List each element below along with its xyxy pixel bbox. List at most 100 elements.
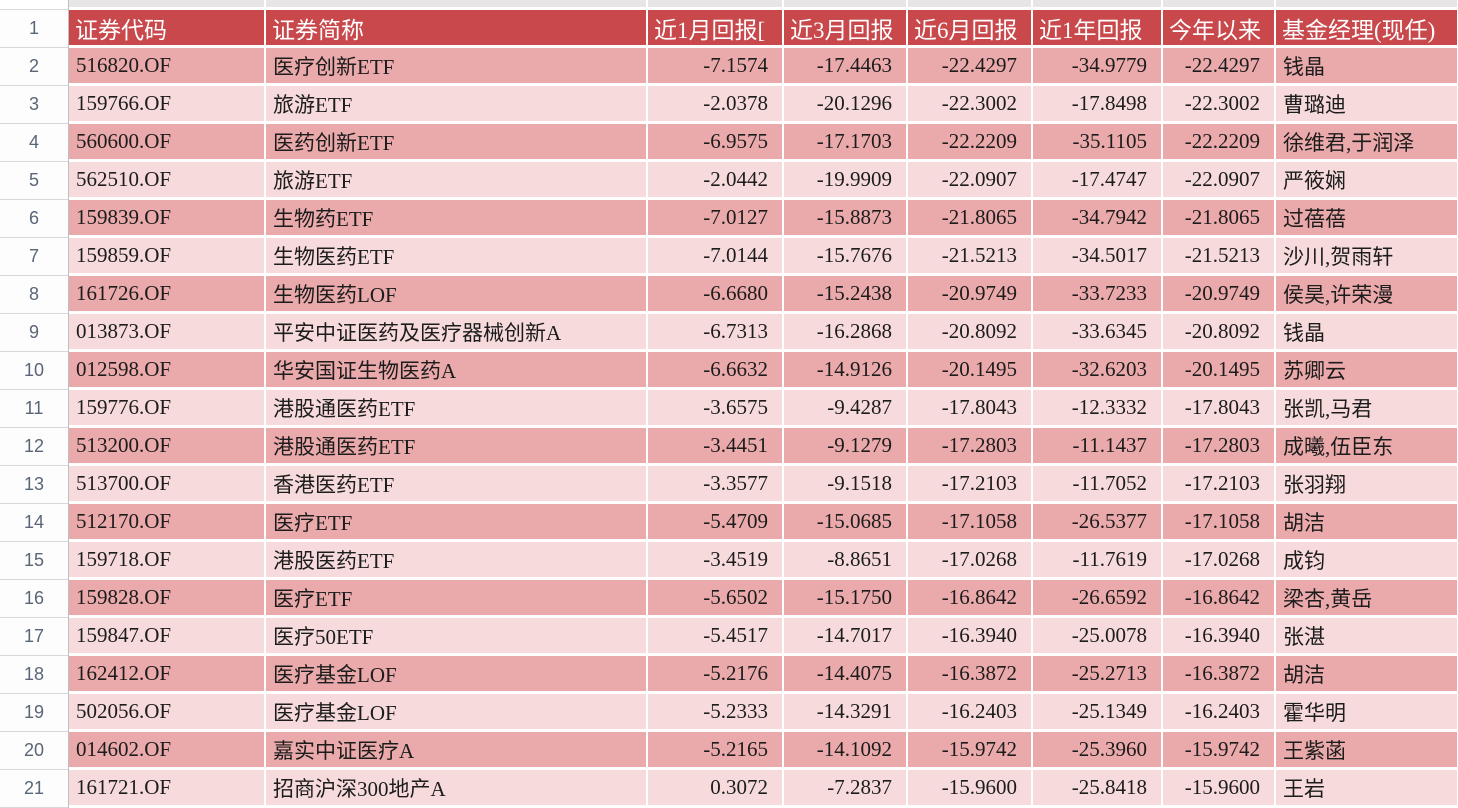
- cell-r6m[interactable]: -22.4297: [908, 48, 1031, 83]
- cell-ytd[interactable]: -20.8092: [1163, 314, 1274, 349]
- cell-r6m[interactable]: -17.2803: [908, 428, 1031, 463]
- row-header[interactable]: 18: [0, 656, 68, 694]
- cell-code[interactable]: 159718.OF: [69, 542, 264, 577]
- column-header-code[interactable]: 证券代码: [69, 10, 264, 45]
- cell-code[interactable]: 159776.OF: [69, 390, 264, 425]
- cell-code[interactable]: 013873.OF: [69, 314, 264, 349]
- cell-code[interactable]: 161721.OF: [69, 770, 264, 805]
- cell-manager[interactable]: 王岩: [1276, 770, 1457, 805]
- cell-r1m[interactable]: -6.6680: [648, 276, 782, 311]
- cell-ytd[interactable]: -17.8043: [1163, 390, 1274, 425]
- cell-r3m[interactable]: -15.2438: [784, 276, 906, 311]
- row-header[interactable]: 1: [0, 10, 68, 48]
- cell-r1y[interactable]: -26.5377: [1033, 504, 1161, 539]
- cell-r1y[interactable]: -25.8418: [1033, 770, 1161, 805]
- cell-name[interactable]: 医疗ETF: [266, 580, 646, 615]
- cell-name[interactable]: 生物医药LOF: [266, 276, 646, 311]
- cell-r6m[interactable]: -17.0268: [908, 542, 1031, 577]
- cell-name[interactable]: 华安国证生物医药A: [266, 352, 646, 387]
- row-header[interactable]: 14: [0, 504, 68, 542]
- cell-r6m[interactable]: -15.9742: [908, 732, 1031, 767]
- cell-name[interactable]: 港股通医药ETF: [266, 428, 646, 463]
- row-header[interactable]: 16: [0, 580, 68, 618]
- cell-r6m[interactable]: -17.8043: [908, 390, 1031, 425]
- column-header-manager[interactable]: 基金经理(现任): [1276, 10, 1457, 45]
- cell-r6m[interactable]: -15.9600: [908, 770, 1031, 805]
- cell-r3m[interactable]: -14.9126: [784, 352, 906, 387]
- cell-code[interactable]: 512170.OF: [69, 504, 264, 539]
- row-header[interactable]: 11: [0, 390, 68, 428]
- cell-r1y[interactable]: -12.3332: [1033, 390, 1161, 425]
- cell-code[interactable]: 159828.OF: [69, 580, 264, 615]
- cell-r3m[interactable]: -14.7017: [784, 618, 906, 653]
- row-header[interactable]: 2: [0, 48, 68, 86]
- cell-name[interactable]: 嘉实中证医疗A: [266, 732, 646, 767]
- cell-r1m[interactable]: -3.3577: [648, 466, 782, 501]
- cell-manager[interactable]: 钱晶: [1276, 314, 1457, 349]
- cell-manager[interactable]: 张湛: [1276, 618, 1457, 653]
- cell-r3m[interactable]: -15.7676: [784, 238, 906, 273]
- cell-manager[interactable]: 成钧: [1276, 542, 1457, 577]
- row-header[interactable]: 17: [0, 618, 68, 656]
- cell-ytd[interactable]: -17.2803: [1163, 428, 1274, 463]
- cell-r6m[interactable]: -21.5213: [908, 238, 1031, 273]
- cell-r6m[interactable]: -20.9749: [908, 276, 1031, 311]
- cell-ytd[interactable]: -17.0268: [1163, 542, 1274, 577]
- cell-r3m[interactable]: -8.8651: [784, 542, 906, 577]
- cell-r6m[interactable]: -16.2403: [908, 694, 1031, 729]
- cell-ytd[interactable]: -17.1058: [1163, 504, 1274, 539]
- row-header[interactable]: 8: [0, 276, 68, 314]
- row-header[interactable]: 7: [0, 238, 68, 276]
- cell-manager[interactable]: 严筱娴: [1276, 162, 1457, 197]
- row-header[interactable]: 13: [0, 466, 68, 504]
- cell-r1m[interactable]: -3.4519: [648, 542, 782, 577]
- column-header-r1m[interactable]: 近1月回报[: [648, 10, 782, 45]
- cell-r1y[interactable]: -25.3960: [1033, 732, 1161, 767]
- cell-r1y[interactable]: -25.2713: [1033, 656, 1161, 691]
- row-header[interactable]: 12: [0, 428, 68, 466]
- cell-ytd[interactable]: -15.9600: [1163, 770, 1274, 805]
- cell-r1m[interactable]: -3.6575: [648, 390, 782, 425]
- cell-ytd[interactable]: -21.8065: [1163, 200, 1274, 235]
- cell-name[interactable]: 港股医药ETF: [266, 542, 646, 577]
- cell-code[interactable]: 513200.OF: [69, 428, 264, 463]
- column-header-r1y[interactable]: 近1年回报: [1033, 10, 1161, 45]
- cell-r6m[interactable]: -16.8642: [908, 580, 1031, 615]
- cell-r3m[interactable]: -15.1750: [784, 580, 906, 615]
- cell-r6m[interactable]: -21.8065: [908, 200, 1031, 235]
- cell-manager[interactable]: 霍华明: [1276, 694, 1457, 729]
- cell-name[interactable]: 生物药ETF: [266, 200, 646, 235]
- cell-r1y[interactable]: -26.6592: [1033, 580, 1161, 615]
- cell-code[interactable]: 560600.OF: [69, 124, 264, 159]
- cell-manager[interactable]: 沙川,贺雨轩: [1276, 238, 1457, 273]
- cell-r1m[interactable]: -2.0442: [648, 162, 782, 197]
- cell-r3m[interactable]: -9.1279: [784, 428, 906, 463]
- cell-r3m[interactable]: -15.8873: [784, 200, 906, 235]
- cell-ytd[interactable]: -15.9742: [1163, 732, 1274, 767]
- column-header-name[interactable]: 证券简称: [266, 10, 646, 45]
- row-header[interactable]: 9: [0, 314, 68, 352]
- cell-r6m[interactable]: -16.3940: [908, 618, 1031, 653]
- column-header-r6m[interactable]: 近6月回报: [908, 10, 1031, 45]
- cell-manager[interactable]: 钱晶: [1276, 48, 1457, 83]
- cell-r1y[interactable]: -17.8498: [1033, 86, 1161, 121]
- cell-r6m[interactable]: -22.3002: [908, 86, 1031, 121]
- cell-r1y[interactable]: -34.7942: [1033, 200, 1161, 235]
- cell-code[interactable]: 012598.OF: [69, 352, 264, 387]
- row-header[interactable]: 15: [0, 542, 68, 580]
- cell-r6m[interactable]: -17.2103: [908, 466, 1031, 501]
- cell-code[interactable]: 159847.OF: [69, 618, 264, 653]
- cell-name[interactable]: 医疗基金LOF: [266, 694, 646, 729]
- cell-r1m[interactable]: -2.0378: [648, 86, 782, 121]
- cell-code[interactable]: 159839.OF: [69, 200, 264, 235]
- cell-ytd[interactable]: -16.3940: [1163, 618, 1274, 653]
- cell-r1m[interactable]: -7.0144: [648, 238, 782, 273]
- cell-r1y[interactable]: -35.1105: [1033, 124, 1161, 159]
- cell-code[interactable]: 516820.OF: [69, 48, 264, 83]
- cell-r1m[interactable]: -7.1574: [648, 48, 782, 83]
- cell-ytd[interactable]: -16.8642: [1163, 580, 1274, 615]
- cell-manager[interactable]: 王紫菡: [1276, 732, 1457, 767]
- cell-manager[interactable]: 胡洁: [1276, 656, 1457, 691]
- cell-name[interactable]: 旅游ETF: [266, 86, 646, 121]
- cell-code[interactable]: 159766.OF: [69, 86, 264, 121]
